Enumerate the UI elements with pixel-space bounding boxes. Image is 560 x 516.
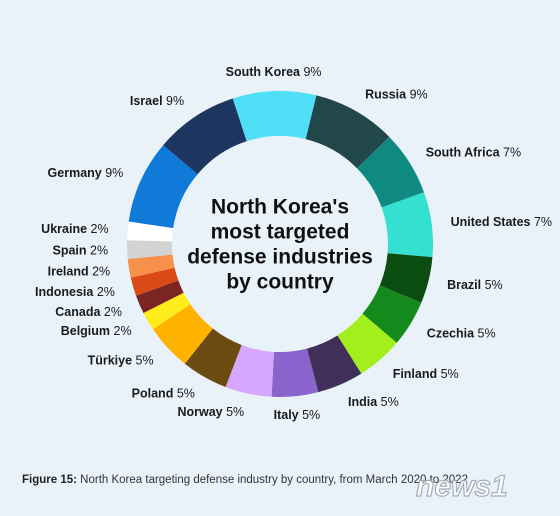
slice-poland	[184, 328, 242, 388]
slice-belgium	[143, 292, 191, 330]
label-name: Indonesia	[35, 285, 97, 299]
label-t-rkiye: Türkiye 5%	[88, 354, 154, 368]
label-value: 9%	[303, 65, 321, 79]
label-brazil: Brazil 5%	[447, 278, 503, 292]
label-name: United States	[451, 215, 534, 229]
label-ireland: Ireland 2%	[48, 264, 111, 278]
label-belgium: Belgium 2%	[61, 324, 132, 338]
center-title-line: most targeted	[211, 221, 350, 244]
slice-south-korea	[232, 91, 317, 142]
label-value: 2%	[91, 222, 109, 236]
label-name: Israel	[130, 94, 166, 108]
caption-label: Figure 15:	[22, 474, 77, 486]
slice-brazil	[379, 253, 433, 303]
label-name: Czechia	[427, 327, 478, 341]
slice-canada	[136, 280, 184, 314]
label-name: Finland	[393, 367, 441, 381]
label-south-korea: South Korea 9%	[226, 65, 322, 79]
label-value: 7%	[534, 215, 552, 229]
label-value: 2%	[97, 285, 115, 299]
news1-watermark: news1	[415, 469, 508, 503]
label-value: 7%	[503, 146, 521, 160]
slice-finland	[337, 313, 397, 374]
figure-caption: Figure 15: North Korea targeting defense…	[22, 474, 522, 486]
label-value: 9%	[105, 166, 123, 180]
slice-norway	[225, 344, 275, 397]
label-name: South Korea	[226, 65, 304, 79]
label-india: India 5%	[348, 395, 399, 409]
slice-germany	[128, 145, 198, 229]
label-name: Ireland	[48, 264, 92, 278]
label-spain: Spain 2%	[53, 243, 109, 257]
slice-ukraine	[127, 221, 174, 242]
label-finland: Finland 5%	[393, 367, 459, 381]
donut-chart: South Korea 9%Russia 9%South Africa 7%Un…	[35, 65, 552, 422]
label-poland: Poland 5%	[132, 387, 195, 401]
center-title-line: North Korea's	[211, 196, 349, 219]
label-value: 5%	[302, 408, 320, 422]
label-name: India	[348, 395, 381, 409]
label-czechia: Czechia 5%	[427, 327, 496, 341]
slice-italy	[271, 348, 319, 397]
label-value: 5%	[441, 367, 459, 381]
label-value: 5%	[226, 405, 244, 419]
label-name: Russia	[365, 88, 409, 102]
slice-czechia	[362, 285, 422, 343]
caption-text: North Korea targeting defense industry b…	[80, 474, 468, 486]
label-value: 5%	[177, 387, 195, 401]
label-name: South Africa	[426, 146, 503, 160]
label-norway: Norway 5%	[177, 405, 244, 419]
label-value: 5%	[381, 395, 399, 409]
label-value: 5%	[478, 327, 496, 341]
slice-south-africa	[357, 136, 424, 208]
label-germany: Germany 9%	[48, 166, 124, 180]
center-title-line: defense industries	[187, 246, 373, 269]
label-name: Belgium	[61, 324, 114, 338]
label-ukraine: Ukraine 2%	[41, 222, 108, 236]
label-name: Ukraine	[41, 222, 90, 236]
label-name: Türkiye	[88, 354, 136, 368]
slice-india	[306, 335, 362, 393]
slice-russia	[305, 95, 390, 169]
slice-ireland	[127, 254, 175, 278]
label-value: 2%	[90, 243, 108, 257]
label-value: 5%	[136, 354, 154, 368]
label-russia: Russia 9%	[365, 88, 428, 102]
label-israel: Israel 9%	[130, 94, 184, 108]
slice-united-states	[381, 192, 433, 258]
label-canada: Canada 2%	[55, 305, 122, 319]
label-value: 5%	[485, 278, 503, 292]
label-name: Canada	[55, 305, 104, 319]
label-value: 9%	[410, 88, 428, 102]
label-name: Italy	[274, 408, 303, 422]
slice-t-rkiye	[152, 304, 213, 364]
donut-slices	[126, 91, 433, 397]
watermark-text: news1	[416, 470, 508, 503]
label-indonesia: Indonesia 2%	[35, 285, 115, 299]
slice-israel	[163, 98, 247, 175]
label-value: 2%	[114, 324, 132, 338]
label-name: Germany	[48, 166, 106, 180]
label-value: 2%	[92, 264, 110, 278]
label-united-states: United States 7%	[451, 215, 552, 229]
label-name: Norway	[177, 405, 226, 419]
label-value: 2%	[104, 305, 122, 319]
label-name: Spain	[53, 243, 91, 257]
center-title-line: by country	[226, 271, 334, 294]
label-value: 9%	[166, 94, 184, 108]
slice-labels: South Korea 9%Russia 9%South Africa 7%Un…	[35, 65, 552, 422]
label-south-africa: South Africa 7%	[426, 146, 521, 160]
label-italy: Italy 5%	[274, 408, 321, 422]
label-name: Brazil	[447, 278, 485, 292]
slice-spain	[126, 240, 173, 260]
slice-indonesia	[130, 267, 179, 296]
label-name: Poland	[132, 387, 177, 401]
